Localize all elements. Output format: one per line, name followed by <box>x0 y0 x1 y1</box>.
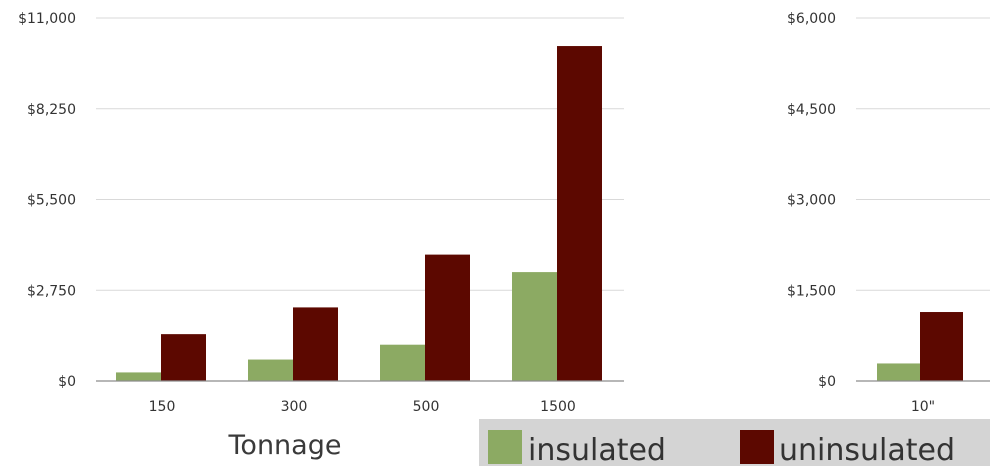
y-tick-label: $0 <box>818 374 836 390</box>
y-tick-label: $8,250 <box>27 102 76 118</box>
y-tick-label: $0 <box>58 374 76 390</box>
y-tick-label: $6,000 <box>787 11 836 27</box>
y-tick-label: $2,750 <box>27 283 76 299</box>
tonnage-chart: $0 $2,750 $5,500 $8,250 $11,000 150 300 500 1500 <box>18 11 624 415</box>
bar-uninsulated <box>161 334 206 381</box>
y-tick-label: $1,500 <box>787 283 836 299</box>
legend: insulated uninsulated <box>479 419 990 466</box>
bar-insulated <box>877 363 920 381</box>
x-tick-label: 10" <box>911 399 935 415</box>
x-tick-label: 500 <box>413 399 440 415</box>
bar-uninsulated <box>557 46 602 382</box>
y-tick-label: $3,000 <box>787 193 836 209</box>
legend-swatch-insulated <box>488 430 522 464</box>
bar-uninsulated <box>293 307 338 381</box>
bar-uninsulated <box>425 254 470 381</box>
pipe-size-chart: $0 $1,500 $3,000 $4,500 $6,000 10" <box>787 11 990 415</box>
x-tick-label: 1500 <box>540 399 576 415</box>
legend-background <box>479 419 990 466</box>
bar-insulated <box>512 272 557 381</box>
y-tick-label: $11,000 <box>18 11 76 27</box>
legend-swatch-uninsulated <box>740 430 774 464</box>
bar-insulated <box>380 344 425 381</box>
bar-insulated <box>116 372 161 381</box>
bar-uninsulated <box>920 312 963 381</box>
legend-label-insulated: insulated <box>528 433 666 466</box>
bar-insulated <box>248 359 293 381</box>
x-axis-title: Tonnage <box>228 430 342 461</box>
x-tick-label: 300 <box>281 399 308 415</box>
x-tick-label: 150 <box>149 399 176 415</box>
y-tick-label: $4,500 <box>787 102 836 118</box>
y-tick-label: $5,500 <box>27 193 76 209</box>
legend-label-uninsulated: uninsulated <box>779 433 955 466</box>
